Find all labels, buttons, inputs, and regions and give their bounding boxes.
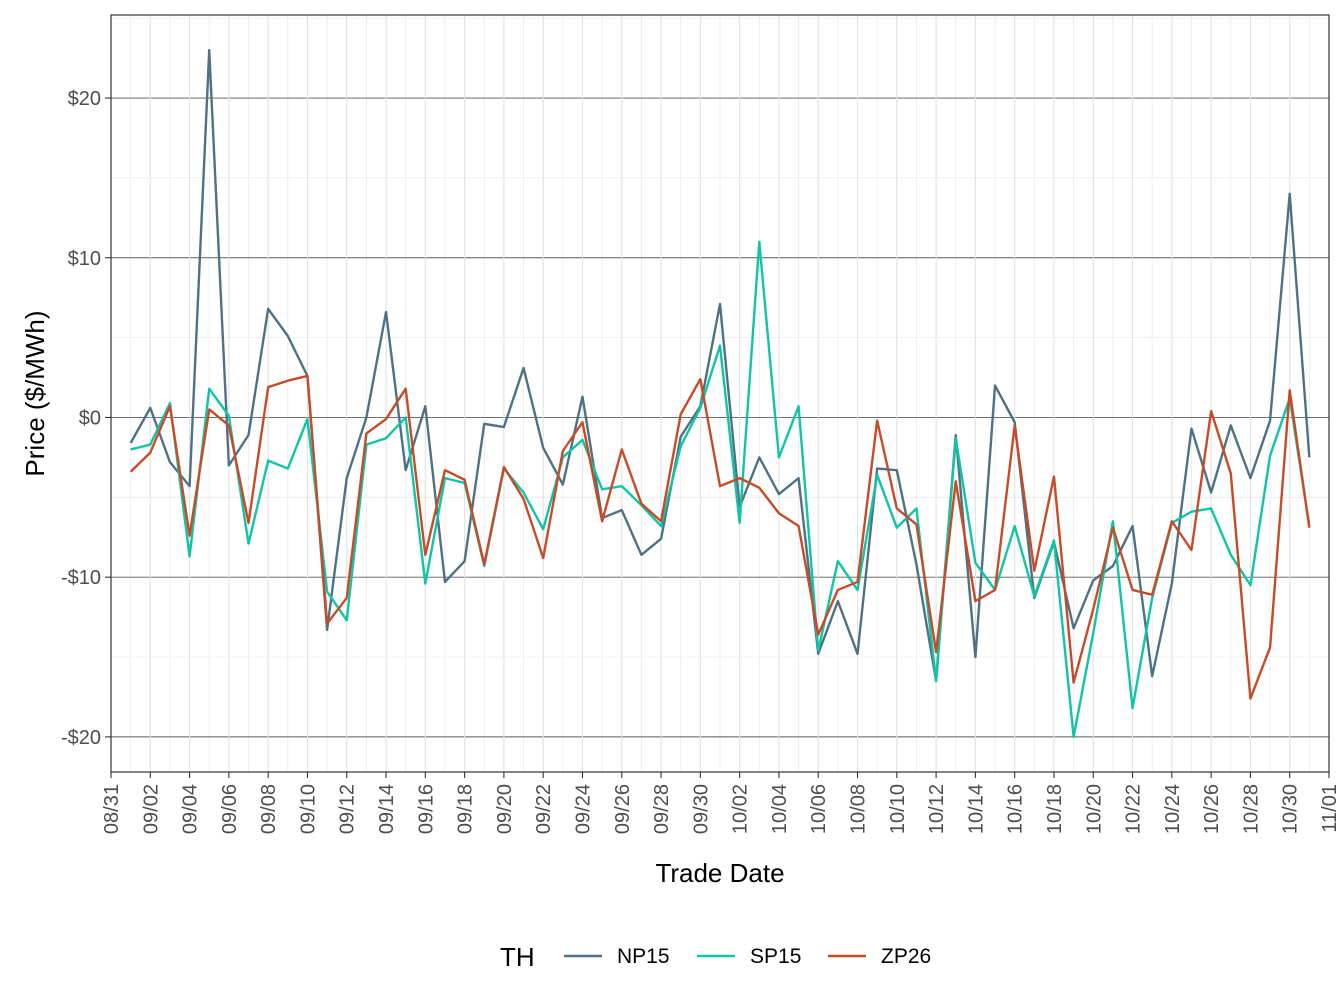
series-line-sp15 — [130, 240, 1311, 739]
x-tick-label: 09/28 — [651, 784, 673, 834]
minor-vertical-gridlines — [110, 15, 1330, 772]
x-tick-label: 09/16 — [415, 784, 437, 834]
x-axis-title: Trade Date — [655, 858, 784, 888]
x-tick-label: 09/30 — [690, 784, 712, 834]
x-tick-label: 09/06 — [219, 784, 241, 834]
x-tick-label: 09/14 — [376, 784, 398, 834]
x-tick-label: 10/24 — [1162, 784, 1184, 834]
legend-items: NP15 SP15 ZP26 — [564, 945, 931, 968]
y-tick-label: $0 — [79, 407, 101, 429]
x-tick-label: 11/01 — [1319, 784, 1341, 833]
x-tick-label: 09/12 — [337, 784, 359, 834]
x-tick-label: 10/16 — [1005, 784, 1027, 834]
legend-label-zp26: ZP26 — [881, 945, 931, 968]
legend-label-np15: NP15 — [617, 945, 670, 968]
x-tick-label: 09/08 — [258, 784, 280, 834]
x-tick-label: 09/02 — [140, 784, 162, 834]
legend: TH NP15 SP15 ZP26 — [500, 942, 931, 972]
legend-label-sp15: SP15 — [750, 945, 801, 968]
x-tick-label: 10/18 — [1044, 784, 1066, 834]
legend-title: TH — [500, 942, 535, 972]
x-tick-label: 10/28 — [1240, 784, 1262, 834]
x-tick-label: 10/10 — [887, 784, 909, 834]
x-tick-label: 09/20 — [494, 784, 516, 834]
y-tick-label: $20 — [68, 88, 101, 110]
x-tick-label: 10/12 — [926, 784, 948, 834]
x-tick-label: 09/10 — [297, 784, 319, 834]
y-axis-title: Price ($/MWh) — [20, 310, 50, 476]
plot-panel-border — [110, 14, 1330, 773]
x-tick-label: 09/24 — [572, 784, 594, 834]
x-tick-label: 09/26 — [612, 784, 634, 834]
x-tick-label: 10/06 — [808, 784, 830, 834]
x-tick-label: 09/18 — [455, 784, 477, 834]
x-tick-label: 10/30 — [1280, 784, 1302, 834]
x-tick-label: 10/26 — [1201, 784, 1223, 834]
x-axis: 08/31 09/02 09/04 09/06 09/08 09/10 09/12 09/14… — [101, 772, 1341, 834]
x-tick-label: 10/02 — [730, 784, 752, 834]
major-horizontal-gridlines — [111, 97, 1329, 738]
y-tick-label: $10 — [68, 248, 101, 270]
x-tick-label: 08/31 — [101, 784, 123, 834]
y-tick-label: -$20 — [61, 727, 101, 749]
y-tick-label: -$10 — [61, 567, 101, 589]
x-tick-label: 10/22 — [1123, 784, 1145, 834]
series-lines — [129, 48, 1311, 739]
x-tick-label: 10/04 — [769, 784, 791, 834]
x-tick-label: 10/20 — [1083, 784, 1105, 834]
y-axis: $20 $10 $0 -$10 -$20 — [61, 88, 111, 749]
series-line-np15 — [129, 48, 1311, 683]
x-tick-label: 10/14 — [965, 784, 987, 834]
series-line-zp26 — [129, 374, 1311, 700]
x-tick-label: 09/04 — [180, 784, 202, 834]
x-tick-label: 10/08 — [848, 784, 870, 834]
minor-horizontal-gridlines — [111, 17, 1329, 658]
x-tick-label: 09/22 — [533, 784, 555, 834]
